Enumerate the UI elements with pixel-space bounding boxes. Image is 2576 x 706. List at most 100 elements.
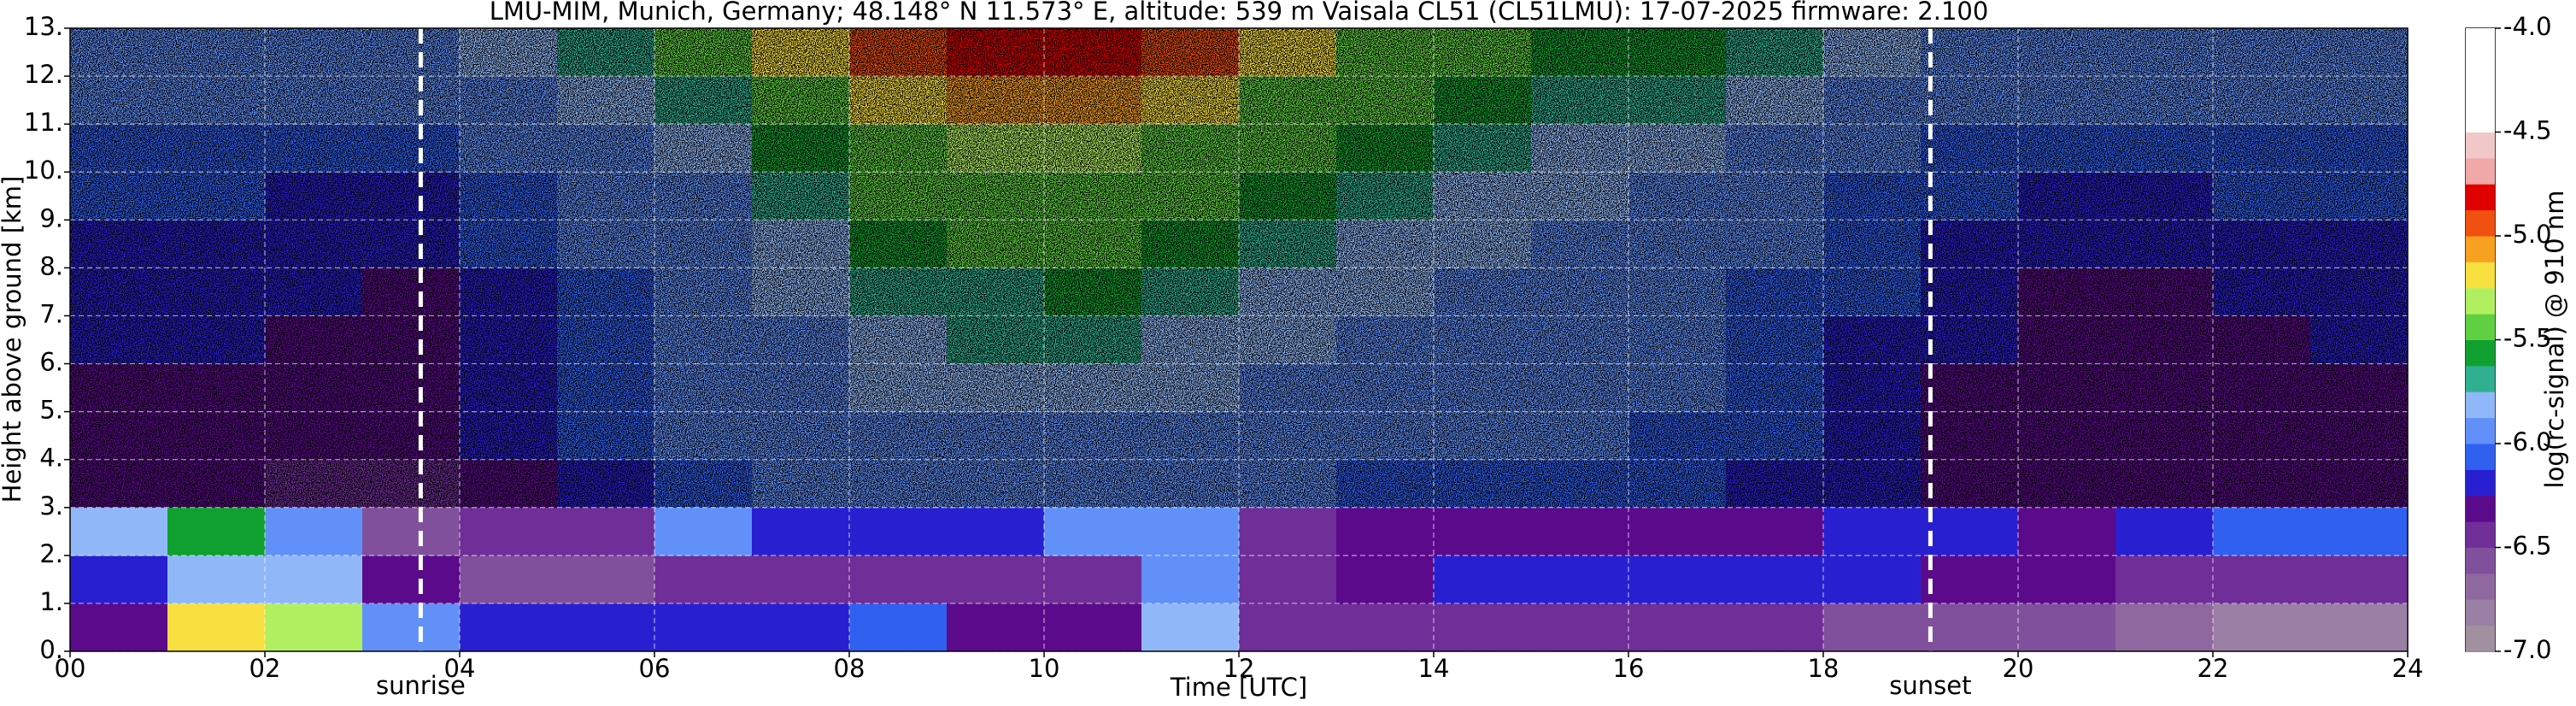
heatmap-cell — [1434, 555, 1532, 604]
x-tick-label: 02 — [249, 654, 281, 683]
heatmap-cell — [362, 411, 461, 461]
heatmap-cell — [1823, 459, 1922, 509]
heatmap-cell — [2213, 268, 2311, 316]
heatmap-cell — [2018, 124, 2116, 173]
heatmap-cell — [70, 124, 168, 173]
heatmap-cell — [265, 28, 363, 77]
heatmap-cell — [167, 268, 266, 316]
y-tick-label: 0. — [39, 635, 63, 664]
heatmap-cell — [1726, 459, 1824, 509]
heatmap-cell — [557, 172, 655, 221]
heatmap-cell — [1531, 603, 1629, 652]
heatmap-cell — [654, 220, 753, 268]
heatmap-cell — [557, 28, 655, 77]
heatmap-cell — [2115, 172, 2214, 221]
colorbar-band — [2466, 106, 2495, 132]
heatmap-cell — [557, 507, 655, 556]
heatmap-cell — [2213, 603, 2311, 652]
heatmap-cell — [1336, 28, 1435, 77]
y-tick-label: 3. — [39, 491, 63, 521]
colorbar-band — [2466, 469, 2495, 497]
heatmap-cell — [1921, 220, 2019, 268]
x-tick-label: 08 — [834, 654, 866, 683]
heatmap-cell — [362, 363, 461, 413]
heatmap-cell — [1336, 459, 1435, 509]
heatmap-cell — [362, 555, 461, 604]
heatmap-cell — [1044, 76, 1142, 125]
heatmap-cell — [654, 124, 753, 173]
heatmap-cell — [2115, 76, 2214, 125]
heatmap-cell — [265, 268, 363, 316]
heatmap-cell — [1921, 268, 2019, 316]
heatmap-cell — [70, 220, 168, 268]
heatmap-cell — [1921, 555, 2019, 604]
heatmap-cell — [460, 220, 558, 268]
heatmap-cell — [752, 315, 850, 365]
heatmap-cell — [167, 28, 266, 77]
heatmap-cell — [1141, 220, 1240, 268]
heatmap-cell — [460, 28, 558, 77]
y-tick-label: 4. — [39, 444, 63, 473]
heatmap-cell — [1044, 268, 1142, 316]
heatmap-cell — [2310, 315, 2409, 365]
heatmap-cell — [2213, 172, 2311, 221]
heatmap-cell — [1239, 124, 1337, 173]
heatmap-cell — [2018, 603, 2116, 652]
heatmap-cell — [947, 315, 1045, 365]
heatmap-cell — [1141, 268, 1240, 316]
colorbar-band — [2466, 184, 2495, 211]
heatmap-cell — [849, 459, 948, 509]
heatmap-cell — [1823, 124, 1922, 173]
heatmap-cell — [2115, 459, 2214, 509]
heatmap-cell — [947, 28, 1045, 77]
heatmap-cell — [849, 28, 948, 77]
colorbar-band — [2466, 132, 2495, 159]
colorbar-tick-label: -7.0 — [2503, 635, 2552, 664]
heatmap-cell — [947, 507, 1045, 556]
heatmap-cell — [557, 76, 655, 125]
heatmap-cell — [1726, 28, 1824, 77]
heatmap-cell — [2213, 220, 2311, 268]
heatmap-cell — [1141, 363, 1240, 413]
colorbar-band — [2466, 391, 2495, 419]
heatmap-cell — [947, 172, 1045, 221]
heatmap-cell — [654, 363, 753, 413]
heatmap-cell — [1239, 172, 1337, 221]
heatmap-cell — [1628, 315, 1727, 365]
heatmap-cell — [947, 603, 1045, 652]
heatmap-cell — [1141, 124, 1240, 173]
heatmap-cell — [1726, 172, 1824, 221]
heatmap-cell — [1336, 220, 1435, 268]
heatmap-cell — [752, 220, 850, 268]
heatmap-cell — [1239, 28, 1337, 77]
heatmap-cell — [2018, 555, 2116, 604]
heatmap-cell — [2115, 220, 2214, 268]
x-tick-label: 18 — [1808, 654, 1840, 683]
heatmap-cell — [167, 411, 266, 461]
y-tick-label: 7. — [39, 299, 63, 328]
heatmap-cell — [1044, 363, 1142, 413]
heatmap-cell — [265, 172, 363, 221]
heatmap-cell — [362, 603, 461, 652]
heatmap-cell — [1628, 555, 1727, 604]
heatmap-cell — [557, 411, 655, 461]
colorbar-band — [2466, 314, 2495, 340]
heatmap-cell — [2115, 268, 2214, 316]
colorbar-tick-label: -6.0 — [2503, 427, 2552, 456]
x-axis-label: Time [UTC] — [1170, 673, 1307, 702]
heatmap-cell — [849, 315, 948, 365]
heatmap-cell — [1726, 315, 1824, 365]
heatmap-cell — [849, 507, 948, 556]
heatmap-cell — [947, 555, 1045, 604]
heatmap-cell — [1628, 363, 1727, 413]
heatmap-cell — [557, 124, 655, 173]
heatmap-cell — [2213, 507, 2311, 556]
heatmap-cell — [1921, 28, 2019, 77]
heatmap-cell — [1239, 603, 1337, 652]
heatmap-cell — [2213, 124, 2311, 173]
heatmap-cell — [460, 411, 558, 461]
heatmap-cell — [1921, 76, 2019, 125]
heatmap-cell — [557, 220, 655, 268]
heatmap-cell — [1336, 507, 1435, 556]
heatmap-cell — [2115, 315, 2214, 365]
